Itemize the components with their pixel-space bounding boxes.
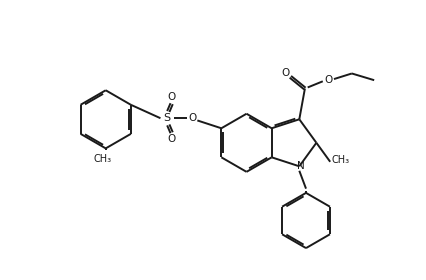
- Text: O: O: [324, 75, 332, 85]
- Text: S: S: [164, 113, 171, 123]
- Text: CH₃: CH₃: [94, 154, 112, 164]
- Text: CH₃: CH₃: [331, 155, 349, 165]
- Text: N: N: [296, 161, 304, 171]
- Text: O: O: [167, 92, 176, 102]
- Text: O: O: [167, 134, 176, 144]
- Text: O: O: [188, 113, 196, 123]
- Text: O: O: [281, 68, 290, 78]
